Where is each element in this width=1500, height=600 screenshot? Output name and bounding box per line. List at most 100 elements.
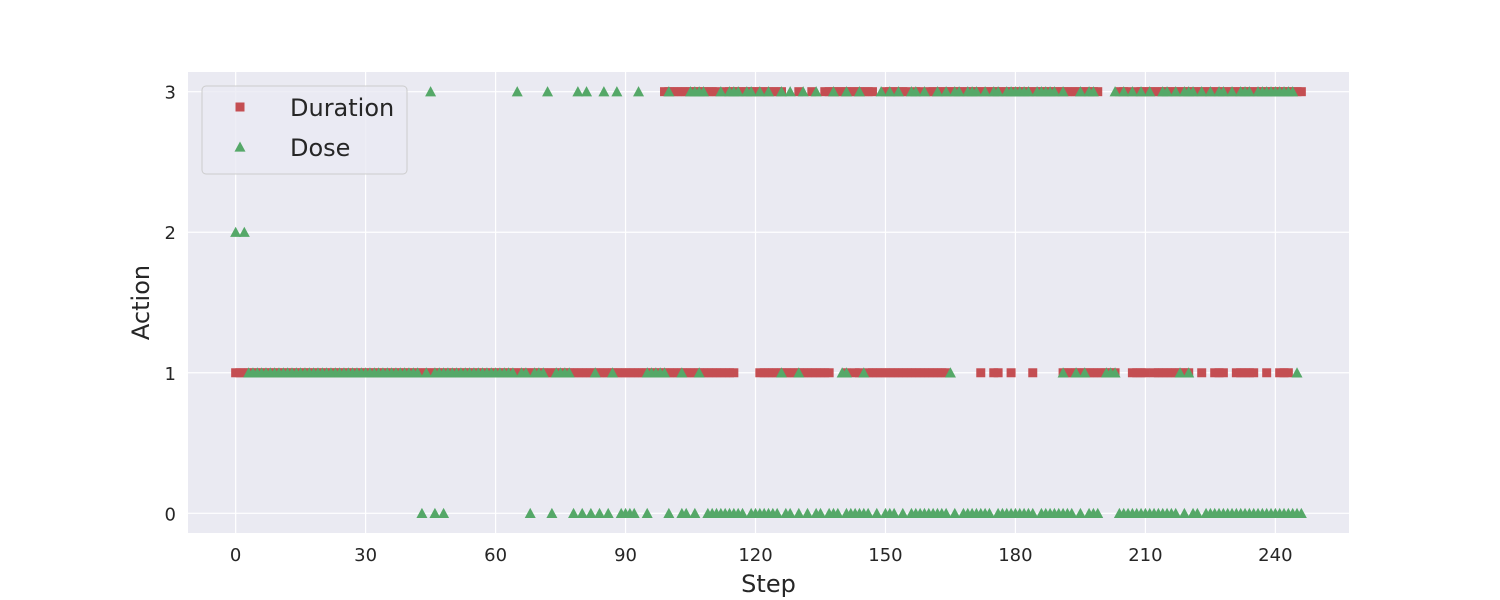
dose-point [784,507,796,518]
dose-point [611,86,623,97]
dose-point [581,86,593,97]
x-tick-label: 210 [1128,545,1162,566]
dose-point [1022,86,1034,97]
dose-point [676,367,688,378]
dose-point [1144,86,1156,97]
dose-point [983,507,995,518]
x-axis-label: Step [741,570,796,598]
x-tick-label: 90 [614,545,637,566]
x-tick-label: 60 [484,545,507,566]
duration-point [1197,368,1207,378]
dose-point [1295,507,1307,518]
dose-point [663,86,675,97]
dose-point [1170,507,1182,518]
dose-point [412,367,424,378]
dose-point [507,367,519,378]
dose-point [793,507,805,518]
duration-point [854,368,864,378]
duration-point [1123,87,1133,97]
dose-point [910,86,922,97]
dose-point [1126,86,1138,97]
dose-point [840,367,852,378]
dose-point [814,507,826,518]
dose-point [797,86,809,97]
dose-point [1109,367,1121,378]
dose-point [784,86,796,97]
dose-point [953,86,965,97]
legend-marker-duration [235,102,245,112]
y-tick-label: 3 [165,83,176,104]
dose-point [1057,86,1069,97]
duration-point [1006,368,1016,378]
duration-point [794,87,804,97]
x-tick-label: 120 [738,545,772,566]
dose-point [888,507,900,518]
dose-point [576,507,588,518]
dose-point [1066,507,1078,518]
dose-point [698,86,710,97]
duration-point [993,368,1003,378]
duration-point [1218,368,1228,378]
dose-point [970,86,982,97]
dose-point [1183,367,1195,378]
dose-point [585,507,597,518]
dose-point [1204,86,1216,97]
duration-point [712,87,722,97]
dose-point [663,507,675,518]
dose-point [1291,367,1303,378]
dose-point [602,507,614,518]
dose-point [1087,86,1099,97]
dose-point [931,86,943,97]
dose-point [992,86,1004,97]
dose-point [775,367,787,378]
duration-point [1283,368,1293,378]
x-tick-label: 240 [1258,545,1292,566]
dose-point [875,86,887,97]
dose-point [1027,507,1039,518]
dose-point [892,86,904,97]
dose-point [238,226,250,237]
dose-point [940,86,952,97]
duration-point [941,368,951,378]
dose-point [594,507,606,518]
dose-point [1217,86,1229,97]
y-axis-label: Action [127,265,155,340]
dose-point [775,86,787,97]
dose-point [763,86,774,97]
dose-point [1057,367,1069,378]
dose-point [832,507,844,518]
y-tick-label: 2 [165,223,176,244]
dose-point [732,86,744,97]
dose-point [1161,86,1173,97]
dose-point [511,86,523,97]
dose-point [1092,507,1104,518]
dose-point [745,86,757,97]
dose-point [563,367,575,378]
dose-point [659,367,671,378]
dose-point [633,86,645,97]
duration-point [976,368,986,378]
dose-point [1074,507,1086,518]
dose-point [871,507,883,518]
dose-point [572,86,584,97]
dose-point [568,507,580,518]
duration-point [1028,368,1038,378]
dose-point [853,86,865,97]
dose-point [420,367,432,378]
dose-point [1079,367,1091,378]
dose-point [1187,86,1199,97]
legend: Duration Dose [201,85,408,175]
legend-label-duration: Duration [290,94,394,122]
dose-point [1070,367,1082,378]
dose-point [1191,507,1203,518]
dose-point [1109,86,1121,97]
dose-point [598,86,610,97]
dose-point [737,507,749,518]
dose-point [1174,367,1186,378]
dose-point [897,507,909,518]
duration-point [729,368,739,378]
dose-point [425,86,437,97]
dose-point [715,86,727,97]
dose-point [940,507,952,518]
